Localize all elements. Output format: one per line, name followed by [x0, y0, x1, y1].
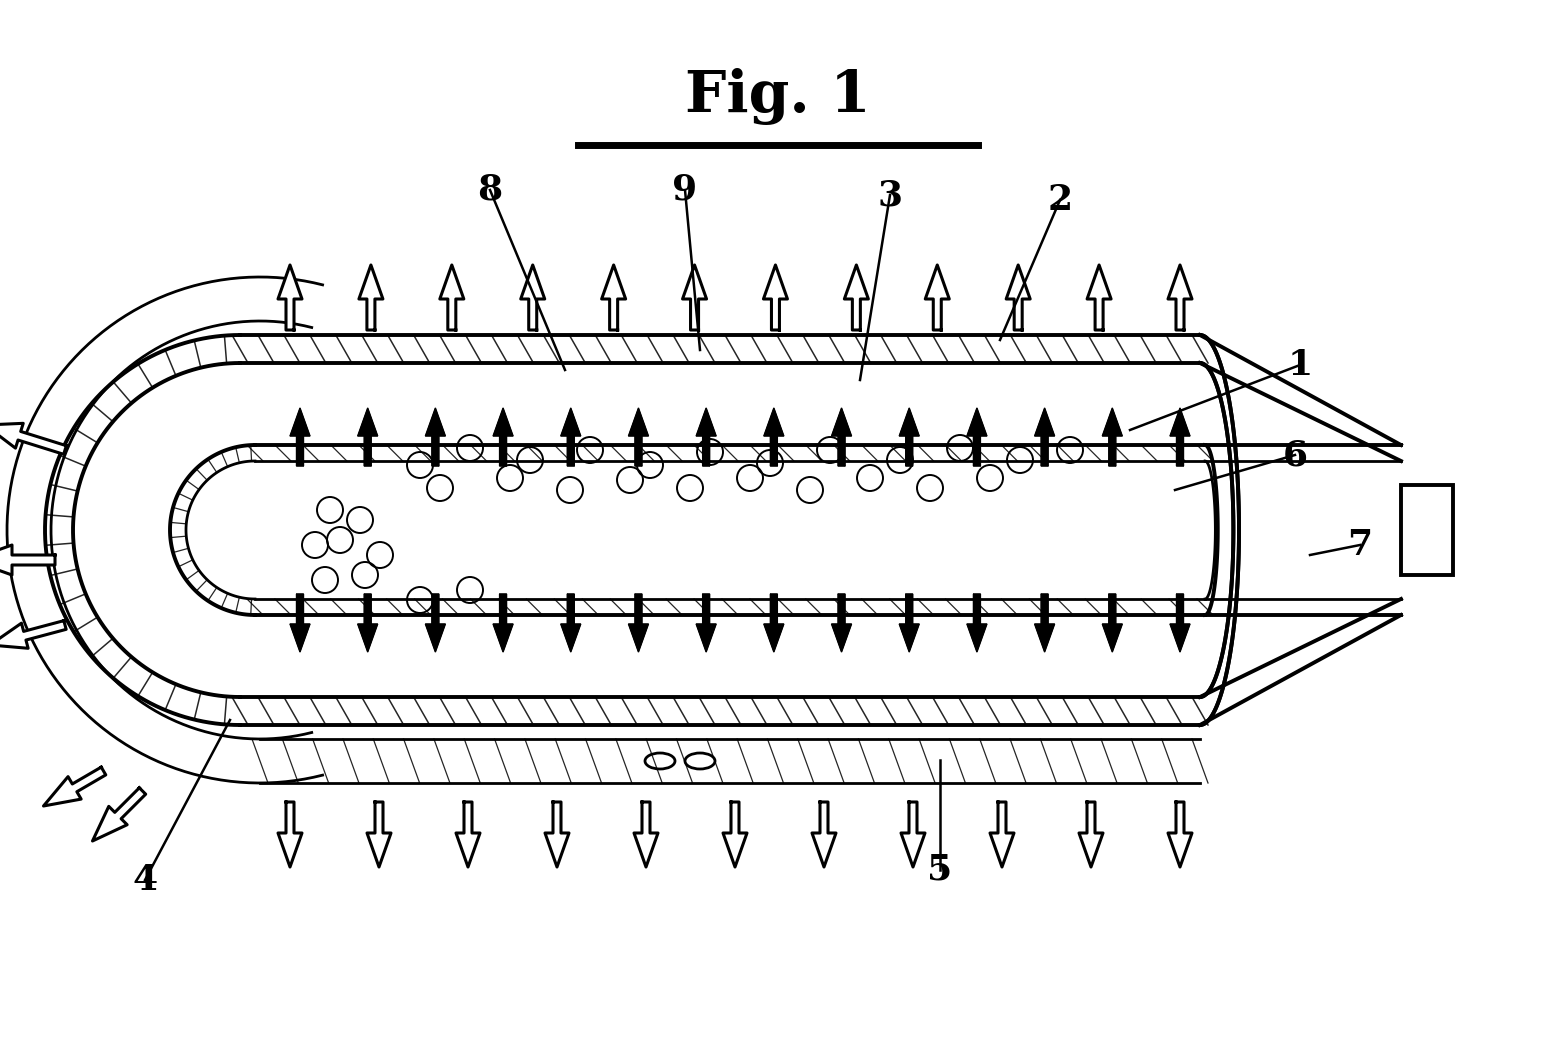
Polygon shape [1088, 265, 1111, 330]
Polygon shape [1035, 594, 1055, 652]
Text: 8: 8 [478, 173, 503, 207]
Text: 4: 4 [132, 863, 157, 897]
Polygon shape [1035, 408, 1055, 466]
Polygon shape [425, 408, 445, 466]
Polygon shape [812, 802, 836, 867]
Polygon shape [425, 594, 445, 652]
Polygon shape [0, 423, 67, 454]
Polygon shape [602, 265, 626, 330]
Polygon shape [0, 620, 67, 649]
Polygon shape [279, 265, 302, 330]
Polygon shape [966, 594, 987, 652]
Polygon shape [845, 265, 868, 330]
Polygon shape [966, 408, 987, 466]
Polygon shape [831, 408, 851, 466]
Polygon shape [521, 265, 545, 330]
Text: 5: 5 [927, 853, 952, 887]
Polygon shape [493, 594, 513, 652]
Polygon shape [990, 802, 1015, 867]
Polygon shape [92, 788, 146, 841]
Polygon shape [901, 802, 924, 867]
Polygon shape [1007, 265, 1030, 330]
Polygon shape [44, 768, 106, 806]
Text: 9: 9 [672, 173, 697, 207]
Polygon shape [456, 802, 479, 867]
Text: 3: 3 [878, 178, 902, 212]
Polygon shape [358, 408, 378, 466]
Polygon shape [560, 408, 580, 466]
Polygon shape [440, 265, 464, 330]
Polygon shape [633, 802, 658, 867]
Polygon shape [358, 594, 378, 652]
Polygon shape [764, 408, 784, 466]
Polygon shape [899, 408, 920, 466]
Text: 7: 7 [1347, 528, 1372, 562]
Polygon shape [1102, 594, 1122, 652]
Polygon shape [899, 594, 920, 652]
Polygon shape [831, 594, 851, 652]
Polygon shape [367, 802, 391, 867]
Polygon shape [493, 408, 513, 466]
Bar [1400, 485, 1453, 575]
Polygon shape [724, 802, 747, 867]
Polygon shape [545, 802, 569, 867]
Polygon shape [289, 408, 310, 466]
Polygon shape [764, 265, 787, 330]
Text: 2: 2 [1047, 183, 1072, 217]
Text: 6: 6 [1282, 438, 1307, 472]
Polygon shape [629, 594, 649, 652]
Polygon shape [1169, 802, 1192, 867]
Polygon shape [764, 594, 784, 652]
Ellipse shape [646, 753, 675, 769]
Polygon shape [683, 265, 706, 330]
Polygon shape [359, 265, 383, 330]
Polygon shape [279, 802, 302, 867]
Polygon shape [926, 265, 949, 330]
Polygon shape [1169, 265, 1192, 330]
Polygon shape [1170, 408, 1190, 466]
Ellipse shape [685, 753, 716, 769]
Polygon shape [696, 594, 716, 652]
Polygon shape [696, 408, 716, 466]
Polygon shape [0, 545, 54, 575]
Polygon shape [1102, 408, 1122, 466]
Polygon shape [289, 594, 310, 652]
Text: 1: 1 [1287, 347, 1313, 382]
Polygon shape [629, 408, 649, 466]
Text: Fig. 1: Fig. 1 [685, 68, 871, 125]
Polygon shape [1170, 594, 1190, 652]
Polygon shape [560, 594, 580, 652]
Polygon shape [1078, 802, 1103, 867]
